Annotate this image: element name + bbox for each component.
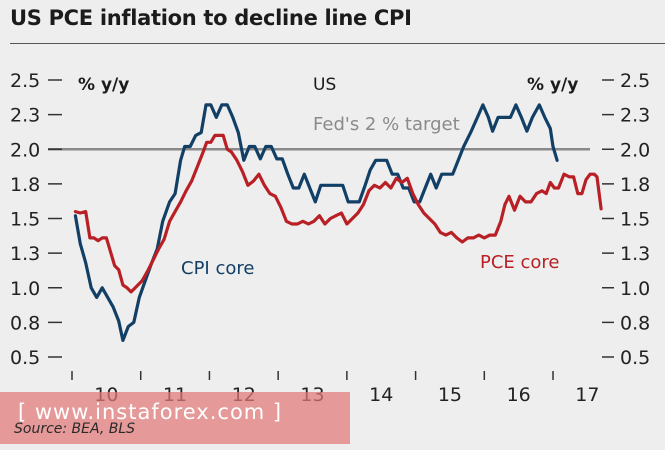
watermark-band: [0, 392, 350, 444]
y-tick-label-left: 2.3: [10, 105, 40, 127]
y-tick-label-left: 2.5: [10, 70, 40, 92]
region-label: US: [313, 75, 336, 95]
watermark-text: [ www.instaforex.com ]: [18, 400, 283, 424]
cpi-core-label: CPI core: [181, 258, 254, 279]
y-tick-label-right: 0.8: [620, 312, 650, 334]
title-rule: [10, 43, 665, 44]
y-tick-label-right: 1.3: [620, 243, 650, 265]
pce-core-label: PCE core: [480, 252, 560, 273]
series-layer: [73, 103, 603, 342]
x-tick-label: 16: [507, 384, 531, 406]
y-tick-label-left: 0.8: [10, 312, 40, 334]
y-axis-left: 2.5 2.3 2.0 1.8 1.5 1.3 1.0 0.8 0.5: [10, 70, 62, 369]
y-tick-label-right: 2.3: [620, 105, 650, 127]
chart-title: US PCE inflation to decline line CPI: [10, 6, 412, 30]
y-tick-label-left: 0.5: [10, 347, 40, 369]
x-tick-label: 14: [369, 384, 393, 406]
y-tick-label-left: 1.3: [10, 243, 40, 265]
source-note: Source: BEA, BLS: [14, 421, 136, 437]
y-tick-label-right: 2.5: [620, 70, 650, 92]
y-tick-label-left: 2.0: [10, 139, 40, 161]
y-unit-right: % y/y: [527, 75, 578, 95]
y-axis-right: 2.5 2.3 2.0 1.8 1.5 1.3 1.0 0.8 0.5: [602, 70, 650, 369]
y-unit-left: % y/y: [78, 75, 129, 95]
y-tick-label-right: 1.8: [620, 174, 650, 196]
y-tick-label-right: 0.5: [620, 347, 650, 369]
x-tick-label: 17: [575, 384, 599, 406]
series-line-pce-core: [73, 133, 603, 294]
series-line-cpi-core: [73, 103, 559, 342]
y-tick-label-left: 1.5: [10, 209, 40, 231]
y-tick-label-right: 1.5: [620, 209, 650, 231]
y-tick-label-left: 1.0: [10, 278, 40, 300]
x-tick-label: 15: [438, 384, 462, 406]
y-tick-label-left: 1.8: [10, 174, 40, 196]
y-tick-label-right: 1.0: [620, 278, 650, 300]
fed-target-label: Fed's 2 % target: [313, 114, 460, 135]
y-tick-label-right: 2.0: [620, 139, 650, 161]
